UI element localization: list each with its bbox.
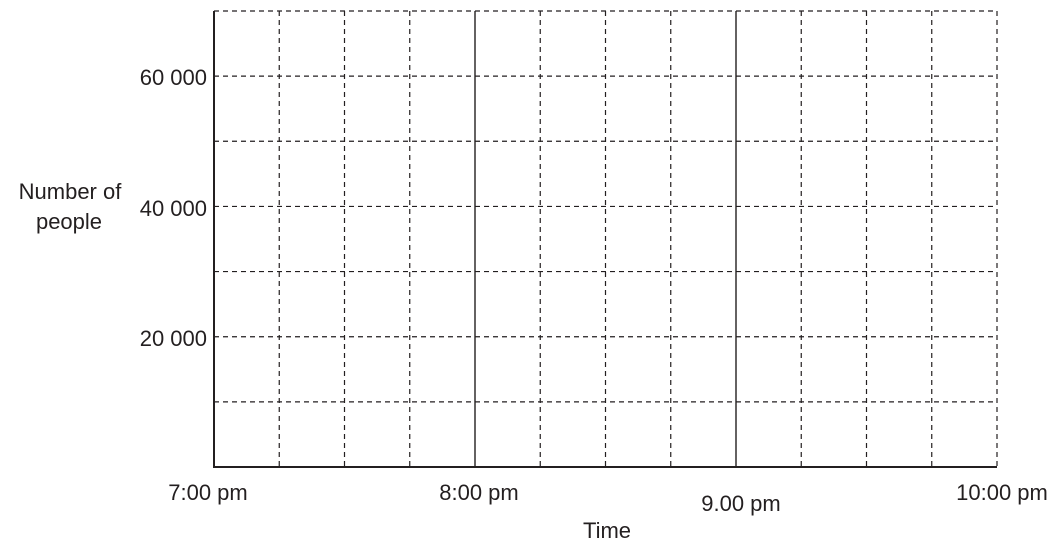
x-tick-label: 8:00 pm: [439, 480, 519, 505]
x-axis-label: Time: [583, 518, 631, 543]
y-tick-label: 40 000: [140, 196, 207, 221]
x-tick-label: 9.00 pm: [701, 491, 781, 516]
x-tick-label: 7:00 pm: [168, 480, 248, 505]
y-axis-label-line-2: people: [36, 209, 102, 234]
major-gridlines: [474, 11, 737, 467]
grid: [214, 10, 998, 467]
y-tick-label: 20 000: [140, 326, 207, 351]
y-axis-label-line-1: Number of: [19, 179, 123, 204]
y-tick-label: 60 000: [140, 65, 207, 90]
axes: [213, 11, 997, 468]
x-tick-label: 10:00 pm: [956, 480, 1048, 505]
